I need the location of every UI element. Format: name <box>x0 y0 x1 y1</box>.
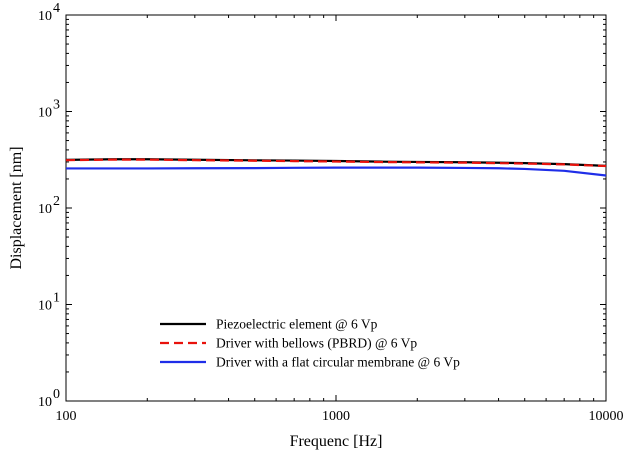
series-layer <box>65 158 607 177</box>
y-tick-label: 10 <box>38 9 52 24</box>
x-tick-label: 10000 <box>589 409 624 424</box>
y-tick-base: 10 <box>38 299 52 314</box>
y-tick-base: 10 <box>38 106 52 121</box>
legend-label-3: Driver with a flat circular membrane @ 6… <box>216 355 460 370</box>
y-tick-label: 10 <box>38 395 52 410</box>
x-tick-label: 100 <box>56 409 77 424</box>
y-axis-label: Displacement [nm] <box>8 146 25 269</box>
y-tick-label: 10 <box>38 299 52 314</box>
y-tick-base: 10 <box>38 395 52 410</box>
series-line-2 <box>65 158 607 168</box>
y-tick-exponent: 0 <box>53 387 60 402</box>
x-axis-label: Frequenc [Hz] <box>290 433 383 450</box>
y-tick-exponent: 3 <box>53 98 60 113</box>
y-tick-base: 10 <box>38 202 52 217</box>
series-line-3 <box>66 166 607 177</box>
plot-area <box>65 14 607 402</box>
y-tick-exponent: 1 <box>53 291 60 306</box>
y-tick-exponent: 4 <box>53 1 60 16</box>
legend-label-2: Driver with bellows (PBRD) @ 6 Vp <box>216 336 417 351</box>
x-tick-label: 1000 <box>322 409 350 424</box>
y-tick-base: 10 <box>38 9 52 24</box>
legend-label-1: Piezoelectric element @ 6 Vp <box>216 317 378 332</box>
y-tick-label: 10 <box>38 106 52 121</box>
y-tick-label: 10 <box>38 202 52 217</box>
y-tick-exponent: 2 <box>53 194 60 209</box>
legend: Piezoelectric element @ 6 Vp Driver with … <box>160 317 460 370</box>
